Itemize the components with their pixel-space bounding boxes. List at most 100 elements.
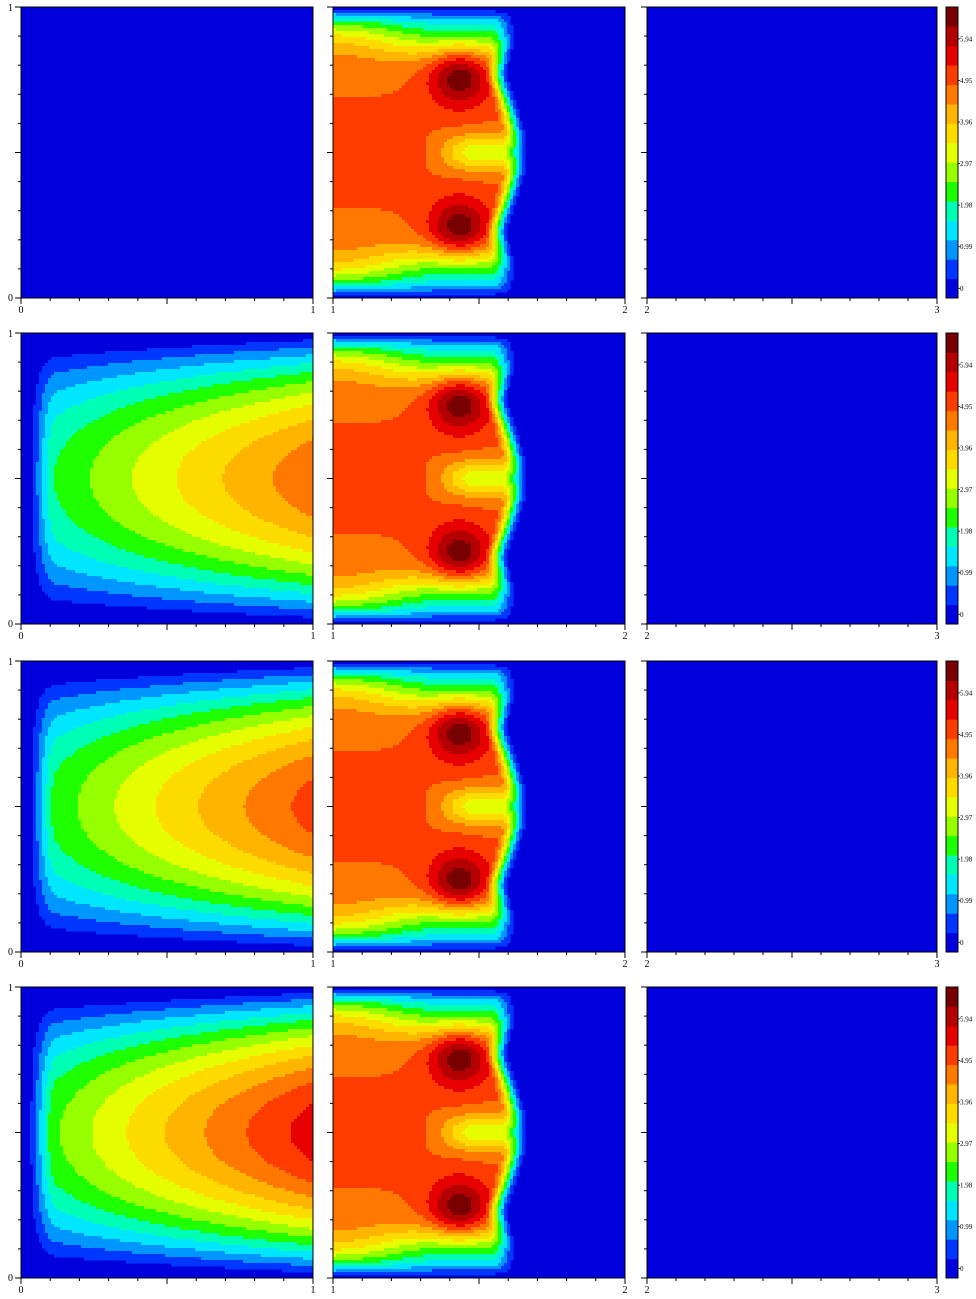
colorbar-tick-label: 5.94 — [960, 1015, 973, 1023]
colorbar-swatch — [946, 738, 958, 759]
panel-r3-c1: 0 1 0 1 — [8, 657, 316, 970]
y-tick-label: 1 — [8, 657, 13, 668]
panel-background — [647, 333, 937, 624]
colorbar-swatch — [946, 220, 958, 241]
x-tick-label: 0 — [19, 1285, 24, 1296]
panel-background — [647, 7, 937, 298]
colorbar-tick-label: 4.95 — [960, 1057, 973, 1065]
x-tick-label: 0 — [19, 305, 24, 316]
axis-ticks — [15, 6, 314, 304]
colorbar-tick-label: 5.94 — [960, 361, 973, 369]
x-tick-label: 3 — [935, 1285, 940, 1296]
colorbar-swatch — [946, 352, 958, 373]
panel-background — [647, 661, 937, 952]
colorbar-tick-label: 3.96 — [960, 119, 973, 127]
colorbar-swatch — [946, 661, 958, 681]
panel-r4-c1: 0 1 0 1 — [8, 983, 316, 1296]
x-tick-label: 3 — [935, 959, 940, 970]
x-tick-label: 1 — [311, 1285, 316, 1296]
colorbar-swatch — [946, 410, 958, 431]
x-tick-label: 3 — [935, 631, 940, 642]
colorbar-swatch — [946, 1084, 958, 1104]
colorbar-tick-label: 1.98 — [960, 202, 973, 210]
colorbar-swatch — [946, 333, 958, 353]
colorbar-tick-label: 5.94 — [960, 689, 973, 697]
colorbar-swatch — [946, 680, 958, 701]
colorbar-swatch — [946, 84, 958, 105]
colorbar-swatch — [946, 1025, 958, 1046]
axis-ticks — [327, 986, 626, 1284]
y-tick-label: 1 — [8, 983, 13, 994]
colorbar-tick-label: 1.98 — [960, 856, 973, 864]
colorbar-frame — [945, 660, 959, 953]
colorbar-swatch — [946, 699, 958, 720]
colorbar-swatch — [946, 162, 958, 183]
panel-r2-c1: 0 1 0 1 — [8, 329, 316, 642]
x-tick-label: 2 — [645, 305, 650, 316]
x-tick-label: 0 — [19, 631, 24, 642]
colorbar-swatch — [946, 913, 958, 934]
colorbar-swatch — [946, 181, 958, 202]
colorbar-frame — [945, 6, 959, 299]
colorbar-swatch — [946, 1142, 958, 1163]
colorbar-swatch — [946, 604, 958, 625]
colorbar-swatch — [946, 371, 958, 392]
x-tick-label: 1 — [331, 305, 336, 316]
colorbar-swatch — [946, 1122, 958, 1143]
panel-r1-c1: 0 1 0 1 — [8, 3, 316, 316]
colorbar-tick-label: 0.99 — [960, 243, 973, 251]
colorbar-frame — [945, 986, 959, 1279]
x-tick-label: 1 — [331, 959, 336, 970]
colorbar-swatch — [946, 391, 958, 412]
axis-ticks — [327, 332, 626, 630]
colorbar-swatch — [946, 816, 958, 837]
colorbar-swatch — [946, 777, 958, 798]
x-tick-label: 0 — [19, 959, 24, 970]
colorbar-swatch — [946, 1045, 958, 1066]
colorbar-tick-label: 0 — [960, 1265, 964, 1273]
x-tick-label: 2 — [623, 631, 628, 642]
contour-field — [333, 664, 526, 950]
colorbar-tick-label: 2.97 — [960, 1140, 973, 1148]
contour-field — [33, 667, 314, 947]
x-tick-label: 1 — [331, 1285, 336, 1296]
colorbar-swatch — [946, 123, 958, 144]
colorbar-swatch — [946, 1161, 958, 1182]
colorbar-swatch — [946, 449, 958, 470]
colorbar-swatch — [946, 45, 958, 66]
colorbar-tick-label: 0 — [960, 611, 964, 619]
x-tick-label: 2 — [623, 1285, 628, 1296]
colorbar-swatch — [946, 932, 958, 953]
colorbar-swatch — [946, 507, 958, 528]
x-tick-label: 1 — [331, 631, 336, 642]
contour-field — [333, 336, 526, 622]
x-tick-label: 2 — [623, 305, 628, 316]
axis-ticks — [15, 660, 314, 958]
colorbar-swatch — [946, 104, 958, 124]
colorbar-r3: 0 0.99 1.98 2.97 3.96 4.95 5.94 — [945, 660, 973, 953]
colorbar-swatch — [946, 546, 958, 567]
contour-field — [30, 993, 314, 1273]
colorbar-swatch — [946, 585, 958, 606]
colorbar-swatch — [946, 201, 958, 221]
colorbar-swatch — [946, 1219, 958, 1240]
colorbar-swatch — [946, 1064, 958, 1085]
colorbar-tick-label: 5.94 — [960, 35, 973, 43]
colorbar-tick-label: 3.96 — [960, 773, 973, 781]
colorbar-swatch — [946, 65, 958, 86]
colorbar-swatch — [946, 893, 958, 914]
y-tick-label: 1 — [8, 3, 13, 14]
axis-ticks — [15, 986, 314, 1284]
colorbar-swatch — [946, 488, 958, 509]
colorbar-swatch — [946, 719, 958, 740]
colorbar-r4: 0 0.99 1.98 2.97 3.96 4.95 5.94 — [945, 986, 973, 1279]
colorbar-swatch — [946, 1258, 958, 1279]
x-tick-label: 1 — [311, 959, 316, 970]
